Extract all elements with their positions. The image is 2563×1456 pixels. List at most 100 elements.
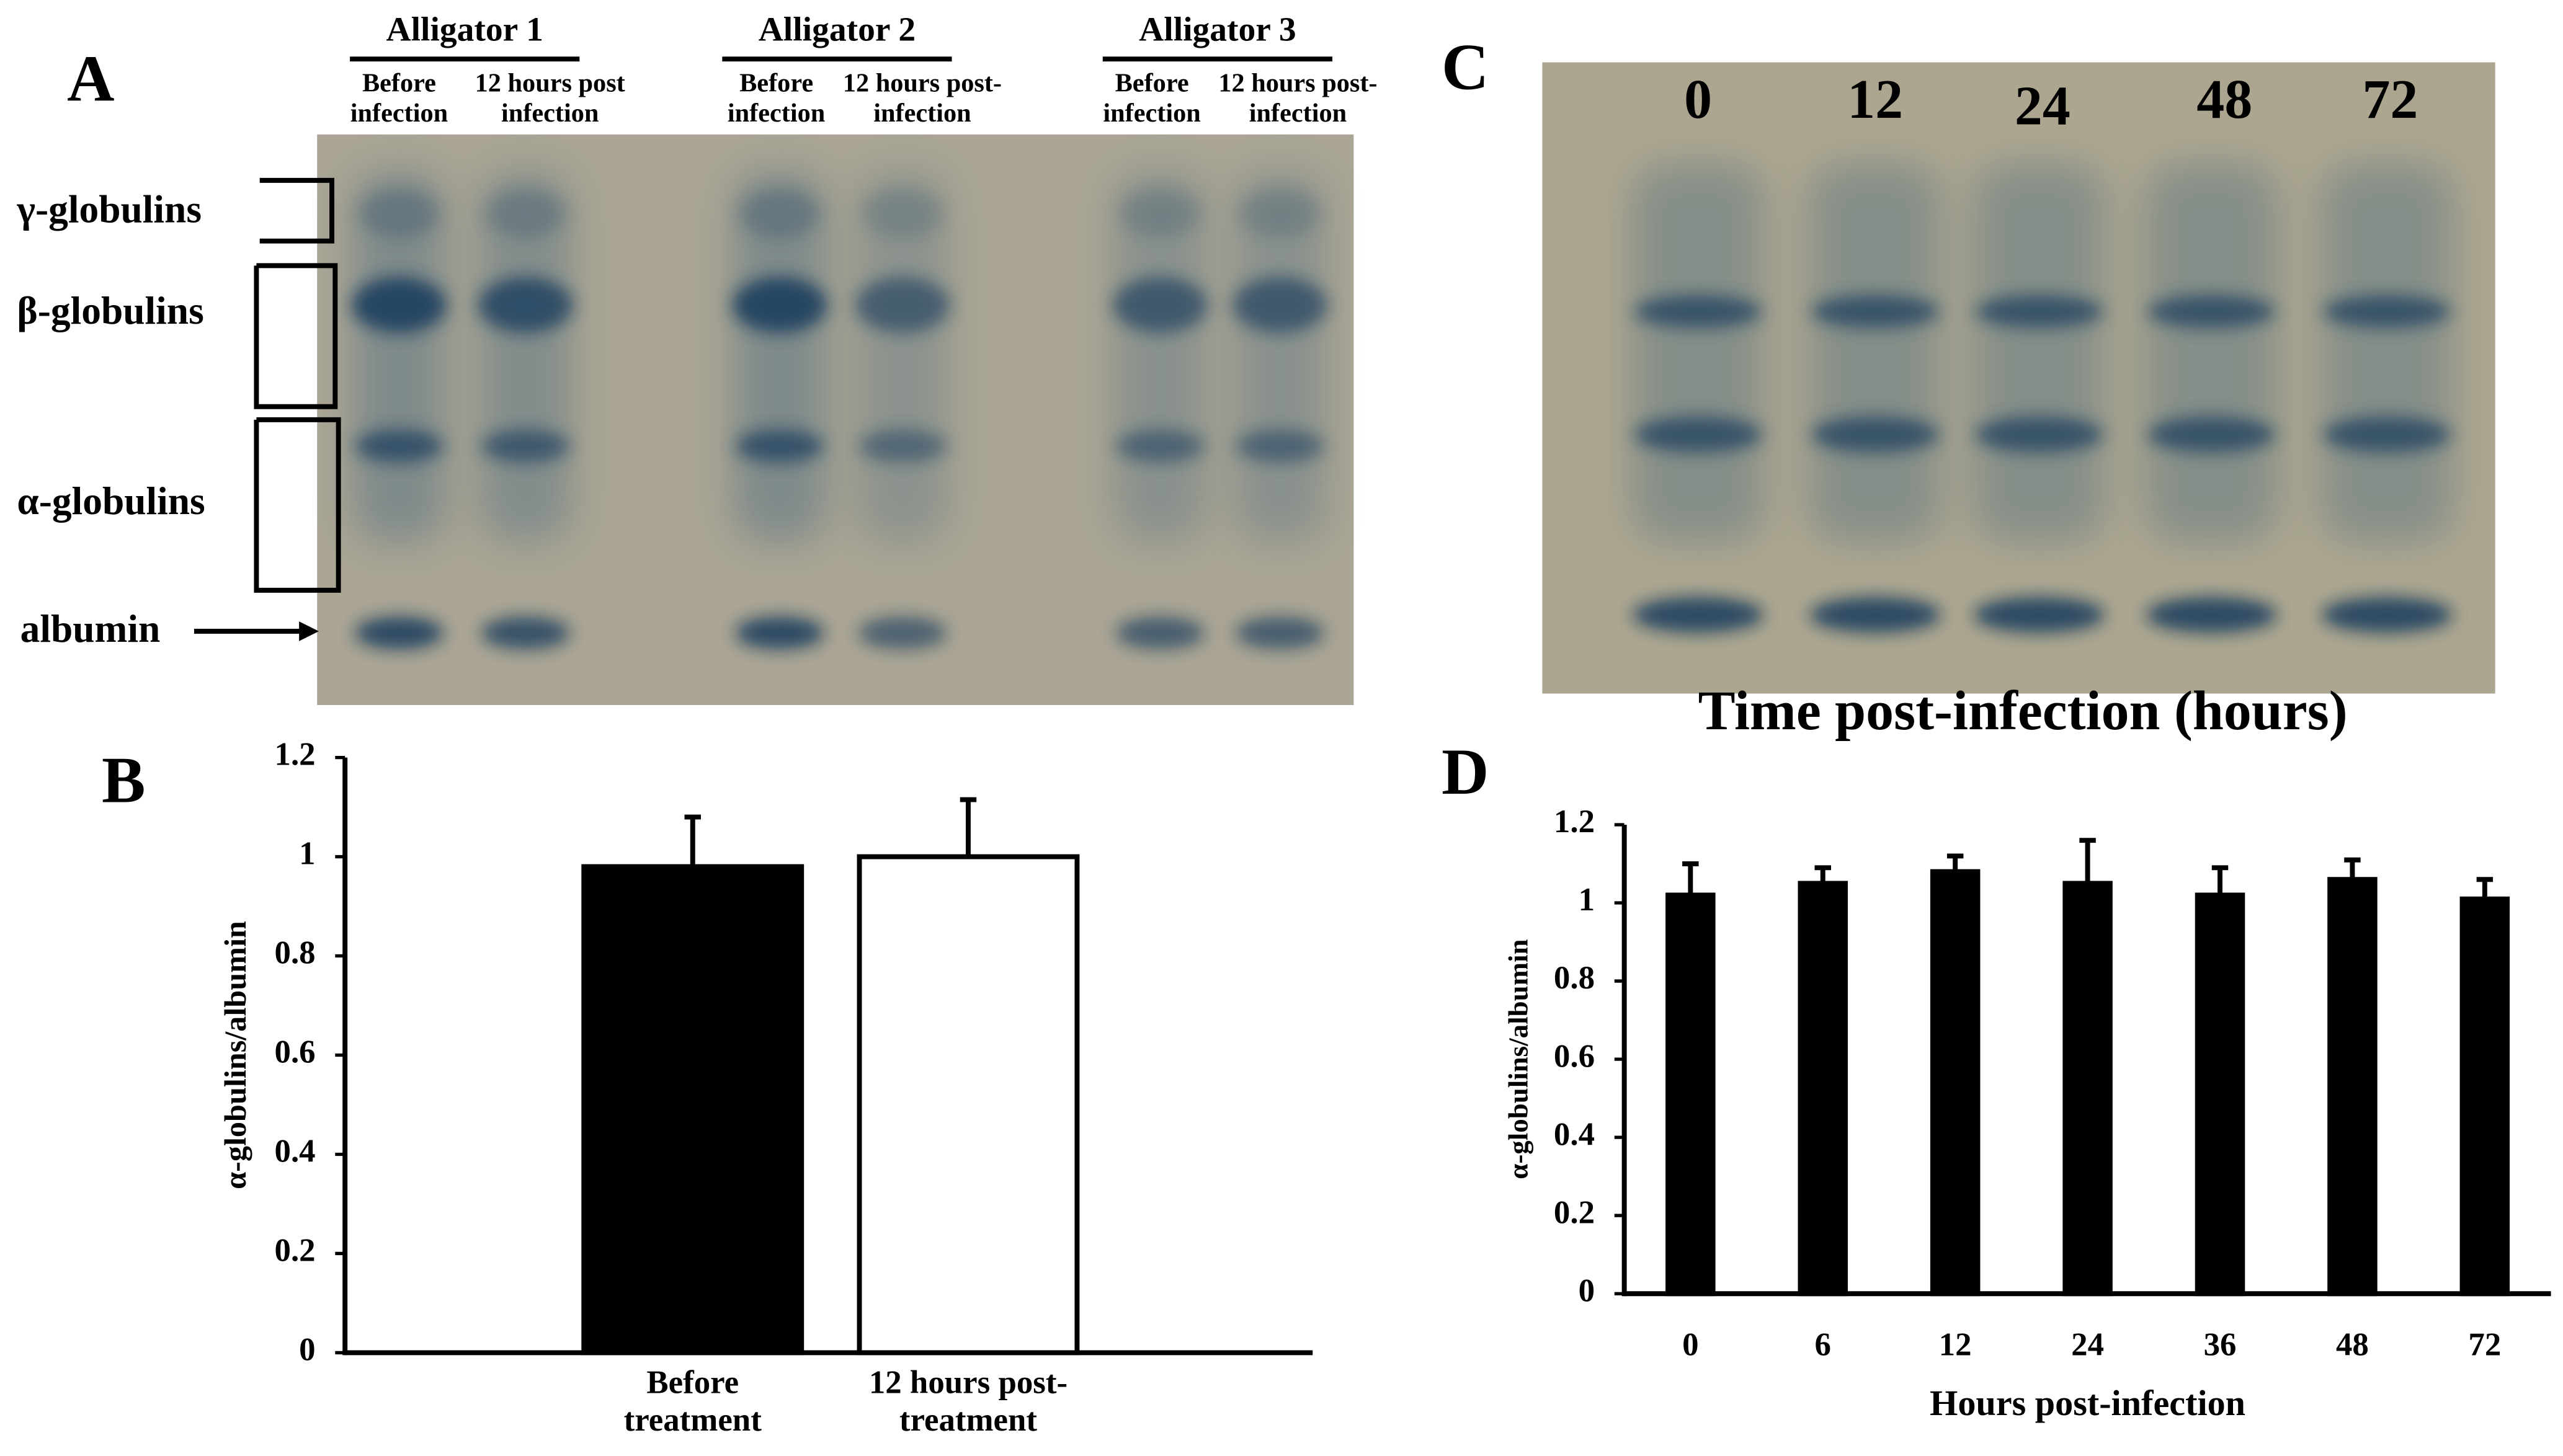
animal-label: Alligator 1	[386, 11, 543, 49]
band-label: β-globulins	[17, 288, 203, 332]
x-axis-label: Hours post-infection	[1930, 1383, 2245, 1423]
bar	[1665, 892, 1716, 1297]
gel-band	[1973, 597, 2105, 633]
bar	[2062, 881, 2113, 1297]
y-tick-label: 1	[299, 836, 315, 872]
gel-band	[1809, 597, 1941, 633]
y-tick-label: 0.8	[1554, 960, 1595, 996]
panel-label: D	[1442, 735, 1489, 808]
x-tick-label: Before treatment	[624, 1364, 762, 1438]
arrow-head	[299, 621, 319, 641]
gel-band	[735, 616, 824, 650]
gel-band	[1115, 429, 1205, 463]
gel-band	[862, 189, 944, 238]
gel-band	[358, 189, 440, 238]
gel-band	[355, 429, 444, 463]
gel-band	[1235, 429, 1324, 463]
x-tick-label: 48	[2336, 1327, 2369, 1363]
gel-band	[478, 277, 573, 333]
y-tick-label: 0.2	[275, 1233, 316, 1269]
lane-label: Before infection	[728, 68, 825, 128]
x-tick-label: 24	[2071, 1327, 2104, 1363]
panel-label: B	[102, 744, 146, 816]
gel-band	[1811, 416, 1940, 453]
gel-band	[1119, 189, 1201, 238]
y-axis-label: α-globulins/albumin	[218, 921, 252, 1189]
gel-band	[2321, 597, 2453, 633]
gel-band	[1634, 416, 1762, 453]
gel-band	[481, 429, 570, 463]
gel-x-label: Time post-infection (hours)	[1698, 680, 2348, 742]
bar	[857, 854, 1080, 1356]
gel-band	[1239, 189, 1321, 238]
gel-band	[2147, 295, 2276, 328]
bar	[2327, 877, 2378, 1297]
lane-label: 0	[1684, 69, 1712, 130]
gel-band	[484, 189, 567, 238]
gel-band	[738, 189, 821, 238]
x-tick-label: 36	[2204, 1327, 2237, 1363]
y-axis-label: α-globulins/albumin	[1502, 939, 1533, 1179]
gel-smear	[1809, 164, 1941, 541]
y-tick-label: 1	[1579, 882, 1595, 918]
gel-band	[1115, 616, 1205, 650]
x-tick-label: 6	[1815, 1327, 1831, 1363]
gel-band	[481, 616, 570, 650]
y-tick-label: 0	[1579, 1272, 1595, 1308]
bar	[2459, 896, 2510, 1297]
band-label: γ-globulins	[16, 187, 202, 231]
band-label: albumin	[20, 606, 161, 650]
lane-label: 12 hours post-infection	[1218, 68, 1377, 128]
x-tick-label: 72	[2468, 1327, 2501, 1363]
gel-band	[2147, 416, 2276, 453]
bar	[1930, 869, 1981, 1297]
lane-label: 12 hours post-infection	[843, 68, 1002, 128]
gel-band	[1634, 295, 1762, 328]
gel-band	[1811, 295, 1940, 328]
gel-band	[355, 616, 444, 650]
gel-bands	[351, 164, 2453, 650]
gel-band	[1235, 616, 1324, 650]
gel-band	[351, 277, 447, 333]
lane-label: Before infection	[1103, 68, 1200, 128]
gel-band	[855, 277, 950, 333]
gel-band	[1975, 416, 2103, 453]
x-tick-label: 12 hours post-treatment	[869, 1364, 1068, 1438]
gel-band	[2323, 416, 2451, 453]
y-tick-label: 0.4	[1554, 1116, 1595, 1152]
y-tick-label: 0.8	[275, 935, 316, 971]
bar	[1798, 881, 1848, 1297]
band-brackets	[194, 177, 341, 634]
lane-label: 12	[1847, 69, 1903, 130]
lane-label: 72	[2362, 69, 2418, 130]
lane-label: 48	[2196, 69, 2252, 130]
gel-band	[1232, 277, 1328, 333]
y-tick-label: 0.6	[1554, 1038, 1595, 1074]
gel-band	[735, 429, 824, 463]
band-label: α-globulins	[17, 479, 205, 523]
y-tick-label: 0.6	[275, 1034, 316, 1070]
y-tick-label: 0.2	[1554, 1194, 1595, 1230]
gel-smear	[2321, 164, 2453, 541]
x-tick-label: 0	[1682, 1327, 1698, 1363]
y-tick-label: 1.2	[275, 737, 316, 773]
bar	[2195, 892, 2245, 1297]
gel-band	[1112, 277, 1208, 333]
y-tick-label: 1.2	[1554, 804, 1595, 840]
panel-label: C	[1442, 30, 1489, 103]
lane-label: Before infection	[350, 68, 448, 128]
gel-band	[858, 429, 947, 463]
animal-label: Alligator 3	[1139, 11, 1296, 49]
gel-band	[2323, 295, 2451, 328]
y-tick-label: 0	[299, 1332, 315, 1368]
animal-label: Alligator 2	[759, 11, 916, 49]
gel-band	[1632, 597, 1764, 633]
gel-band	[858, 616, 947, 650]
gel-band	[2146, 597, 2277, 633]
bar	[581, 864, 805, 1356]
gel-band	[1975, 295, 2103, 328]
gel-band	[732, 277, 827, 333]
panel-label: A	[67, 42, 114, 115]
gel-smear	[1632, 164, 1764, 541]
